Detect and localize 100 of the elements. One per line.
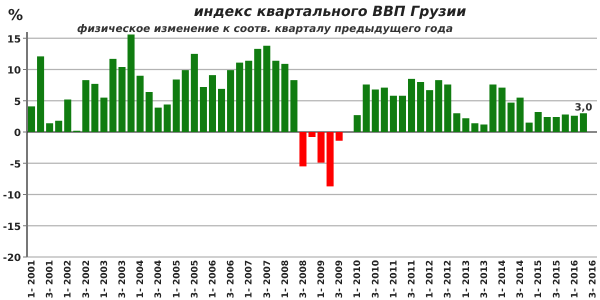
bar [435,80,442,132]
bar [263,46,270,132]
bar [390,96,397,132]
y-tick-label: -5 [10,159,22,170]
bar [380,88,388,132]
bar [362,84,370,132]
y-tick-label: -20 [2,253,22,264]
x-tick-label: 1- 2001 [28,260,38,298]
x-tick-label: 1- 2006 [208,260,218,298]
chart-subtitle: физическое изменение к соотв. кварталу предыдущего года [77,23,453,35]
bar [444,84,452,132]
x-tick-label: 1- 2007 [244,260,255,298]
bar [426,90,434,132]
y-tick-label: 5 [14,96,22,108]
y-tick-label: 10 [7,66,22,76]
bar [471,123,478,132]
bar [236,62,244,132]
bar [308,132,316,137]
bar [64,100,72,132]
bar [190,54,198,132]
bar [245,60,252,132]
x-tick-label: 1- 2002 [64,260,74,298]
y-tick-label: 15 [7,34,22,46]
y-tick-label: -15 [2,222,22,233]
x-tick-label: 3- 2004 [154,260,164,298]
bar [462,118,470,132]
bar [372,90,379,132]
bar [200,87,207,132]
bar [318,132,325,163]
x-tick-label: 1- 2012 [426,260,436,298]
y-tick-label: 0 [14,128,22,139]
bar [128,34,135,132]
bar [164,104,171,132]
bar [562,114,569,132]
bar [172,80,180,132]
bar [508,102,515,132]
bar [534,112,542,132]
bar [408,78,416,132]
bar [453,113,460,132]
bar [570,116,578,132]
bar [552,117,560,132]
x-tick-label: 1- 2010 [353,260,364,298]
x-tick-label: 3- 2010 [371,260,382,298]
bar [218,88,226,132]
bar [580,113,587,132]
x-tick-label: 1- 2003 [100,260,110,298]
bar [182,70,189,132]
bar [398,96,406,132]
bar [37,56,44,132]
bar [489,84,496,132]
x-tick-label: 1- 2009 [317,260,328,298]
bar [480,124,488,132]
bar [100,98,108,132]
bar [417,82,424,132]
x-tick-label: 3- 2014 [516,260,526,298]
x-tick-label: 3- 2007 [262,260,273,298]
x-tick-label: 1- 2013 [462,260,472,298]
bar [526,122,533,132]
bar [91,84,98,132]
x-tick-label: 3- 2003 [118,260,128,298]
x-tick-label: 3- 2001 [46,260,56,298]
bar [154,108,162,132]
x-tick-label: 3- 2013 [480,260,490,298]
x-tick-label: 3- 2009 [335,260,346,298]
bar [28,106,36,132]
x-tick-label: 3- 2002 [82,260,92,298]
x-tick-label: 1- 2008 [280,260,291,298]
bar [109,58,116,132]
bar [208,75,216,132]
y-tick-label: -10 [2,190,22,202]
x-tick-label: 3- 2008 [298,260,309,298]
y-axis-title: % [8,6,24,24]
data-label: 3,0 [574,102,592,114]
bar [516,98,524,132]
bar [290,80,298,132]
bar [299,132,306,166]
x-tick-label: 3- 2012 [444,260,454,298]
bar [55,120,62,132]
bar [136,76,144,132]
x-tick-label: 1- 2014 [498,260,508,298]
x-tick-label: 1- 2004 [136,260,146,298]
x-tick-label: 3- 2005 [190,260,200,298]
bar [82,80,90,132]
x-tick-label: 3- 2016 [588,260,598,298]
bar [46,123,54,132]
x-tick-label: 1- 2015 [534,260,544,298]
x-tick-label: 3- 2006 [226,260,237,298]
bar [281,64,288,132]
bar [227,70,234,132]
x-tick-label: 3- 2011 [408,260,418,298]
bar [118,67,126,132]
x-tick-label: 1- 2005 [172,260,182,298]
x-tick-label: 3- 2015 [552,260,562,298]
bar [498,88,506,132]
bar [272,60,280,132]
x-tick-label: 1- 2016 [570,260,580,298]
bar [336,132,343,141]
bar [146,92,153,132]
bar [544,117,551,132]
bar [254,48,262,132]
